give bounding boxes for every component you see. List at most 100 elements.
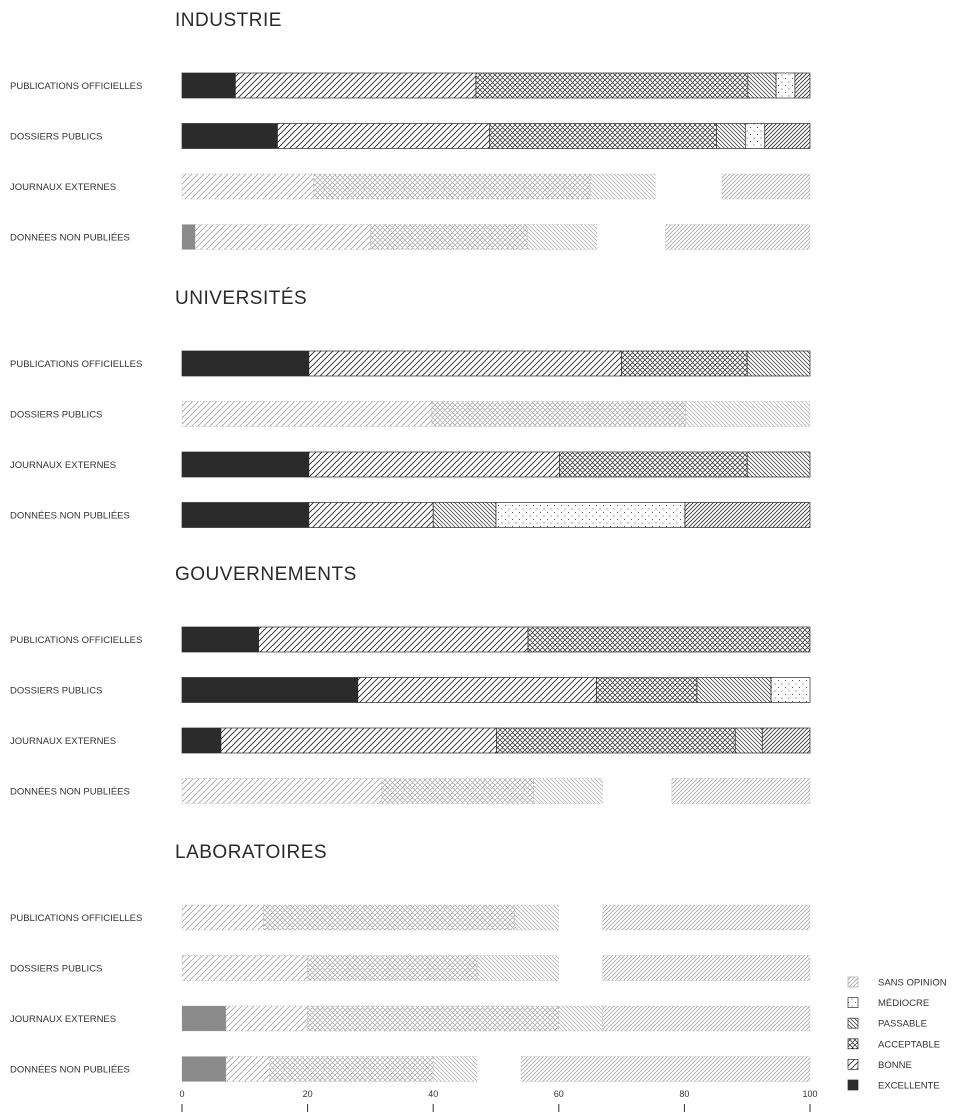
bar-segment-acceptable bbox=[381, 778, 534, 804]
row-label: JOURNAUX EXTERNES bbox=[10, 1014, 116, 1025]
bar-segment-excellente bbox=[181, 123, 278, 149]
bar-segment-passable bbox=[696, 677, 772, 703]
bar-segment-acceptable bbox=[307, 955, 478, 981]
x-tick-label: 80 bbox=[679, 1089, 689, 1099]
bar-segment-sans_opinion bbox=[761, 727, 811, 754]
bar-segment-excellente bbox=[181, 1005, 227, 1032]
legend-label: BONNE bbox=[878, 1060, 912, 1071]
group-2: GOUVERNEMENTS PUBLICATIONS OFFICIELLES DOS… bbox=[10, 564, 811, 804]
bar-segment-mediocre bbox=[597, 224, 666, 250]
bar-segment-sans_opinion bbox=[764, 123, 811, 149]
bar-segment-bonne bbox=[308, 451, 560, 478]
bar-segment-bonne bbox=[277, 123, 491, 149]
legend-swatch-bonne bbox=[847, 1059, 859, 1070]
bar-segment-passable bbox=[558, 1005, 604, 1032]
group-title: UNIVERSITÉS bbox=[175, 288, 307, 309]
bar-segment-passable bbox=[685, 401, 811, 427]
bar-segment-mediocre bbox=[655, 174, 723, 199]
bar-row: DOSSIERS PUBLICS bbox=[10, 123, 811, 149]
legend-swatch-mediocre bbox=[847, 997, 859, 1008]
legend-label: ACCEPTABLE bbox=[878, 1039, 940, 1050]
bar-segment-excellente bbox=[181, 677, 359, 703]
bar-segment-sans_opinion bbox=[602, 904, 811, 931]
bar-segment-mediocre bbox=[602, 778, 672, 804]
row-label: DONNÉES NON PUBLIÉES bbox=[10, 511, 130, 522]
row-label: JOURNAUX EXTERNES bbox=[10, 460, 116, 471]
bar-row: DONNÉES NON PUBLIÉES bbox=[10, 778, 811, 804]
bar-segment-mediocre bbox=[477, 1056, 522, 1082]
row-label: PUBLICATIONS OFFICIELLES bbox=[10, 635, 142, 646]
bar-segment-passable bbox=[746, 451, 811, 478]
bar-segment-bonne bbox=[181, 778, 382, 804]
bar-segment-bonne bbox=[220, 727, 497, 754]
bar-segment-bonne bbox=[258, 626, 529, 653]
bar-segment-passable bbox=[747, 72, 777, 99]
bar-segment-sans_opinion bbox=[520, 1056, 811, 1082]
bar-segment-mediocre bbox=[744, 123, 766, 149]
bar-segment-bonne bbox=[194, 224, 371, 250]
bar-segment-bonne bbox=[308, 350, 622, 377]
bar-segment-bonne bbox=[181, 955, 308, 981]
bar-segment-excellente bbox=[181, 727, 222, 754]
row-label: PUBLICATIONS OFFICIELLES bbox=[10, 81, 142, 92]
bar-segment-acceptable bbox=[475, 72, 749, 99]
bar-segment-excellente bbox=[181, 451, 310, 478]
bar-segment-mediocre bbox=[558, 955, 603, 981]
bar-row: JOURNAUX EXTERNES bbox=[10, 173, 811, 200]
x-tick-label: 100 bbox=[802, 1089, 817, 1099]
bar-segment-acceptable bbox=[431, 401, 686, 427]
bar-segment-acceptable bbox=[496, 727, 736, 754]
bar-segment-passable bbox=[734, 727, 763, 754]
bar-segment-bonne bbox=[308, 502, 434, 528]
bar-segment-excellente bbox=[181, 72, 236, 99]
bar-segment-bonne bbox=[225, 1005, 308, 1032]
bar-row: DONNÉES NON PUBLIÉES bbox=[10, 502, 811, 528]
bar-row: PUBLICATIONS OFFICIELLES bbox=[10, 72, 811, 99]
bar-segment-acceptable bbox=[313, 173, 591, 200]
legend-swatch-passable bbox=[847, 1017, 859, 1029]
group-0: INDUSTRIE PUBLICATIONS OFFICIELLES DOSSIER… bbox=[10, 10, 811, 250]
bar-row: DONNÉES NON PUBLIÉES bbox=[10, 1056, 811, 1082]
bar-segment-excellente bbox=[181, 350, 310, 377]
bar-row: DOSSIERS PUBLICS bbox=[10, 677, 811, 703]
bar-segment-acceptable bbox=[307, 1005, 560, 1032]
row-label: DOSSIERS PUBLICS bbox=[10, 964, 102, 975]
legend-label: EXCELLENTE bbox=[878, 1081, 940, 1092]
bar-row: DOSSIERS PUBLICS bbox=[10, 955, 811, 981]
bar-segment-passable bbox=[514, 904, 560, 931]
bar-row: DOSSIERS PUBLICS bbox=[10, 401, 811, 427]
bar-segment-excellente bbox=[181, 224, 196, 250]
bar-segment-mediocre bbox=[770, 677, 811, 703]
row-label: PUBLICATIONS OFFICIELLES bbox=[10, 359, 142, 370]
group-title: LABORATOIRES bbox=[175, 842, 327, 863]
bar-segment-passable bbox=[527, 224, 598, 250]
x-tick-label: 20 bbox=[303, 1089, 313, 1099]
bar-segment-passable bbox=[476, 955, 560, 981]
bar-segment-sans_opinion bbox=[721, 173, 811, 200]
bar-segment-acceptable bbox=[621, 350, 748, 377]
bar-row: PUBLICATIONS OFFICIELLES bbox=[10, 904, 811, 931]
group-3: LABORATOIRES PUBLICATIONS OFFICIELLES DOSS… bbox=[10, 842, 811, 1082]
bar-row: PUBLICATIONS OFFICIELLES bbox=[10, 350, 811, 377]
bar-segment-bonne bbox=[181, 904, 264, 931]
row-label: DOSSIERS PUBLICS bbox=[10, 132, 102, 143]
x-tick-label: 60 bbox=[554, 1089, 564, 1099]
bar-segment-bonne bbox=[357, 677, 597, 703]
bar-segment-acceptable bbox=[370, 224, 528, 250]
row-label: DOSSIERS PUBLICS bbox=[10, 410, 102, 421]
bar-segment-mediocre bbox=[495, 502, 686, 528]
x-tick-label: 40 bbox=[428, 1089, 438, 1099]
row-label: DOSSIERS PUBLICS bbox=[10, 686, 102, 697]
bar-segment-acceptable bbox=[489, 123, 717, 149]
group-title: GOUVERNEMENTS bbox=[175, 564, 357, 585]
bar-segment-sans_opinion bbox=[684, 502, 811, 528]
bar-row: JOURNAUX EXTERNES bbox=[10, 1005, 811, 1032]
x-axis: 0 20 40 60 80 100 bbox=[179, 1089, 818, 1112]
bar-segment-acceptable bbox=[263, 904, 516, 931]
bar-segment-passable bbox=[432, 502, 497, 528]
bar-segment-acceptable bbox=[596, 677, 698, 703]
legend-swatch-acceptable bbox=[847, 1038, 859, 1050]
bar-segment-passable bbox=[589, 173, 656, 200]
row-label: DONNÉES NON PUBLIÉES bbox=[10, 233, 130, 244]
